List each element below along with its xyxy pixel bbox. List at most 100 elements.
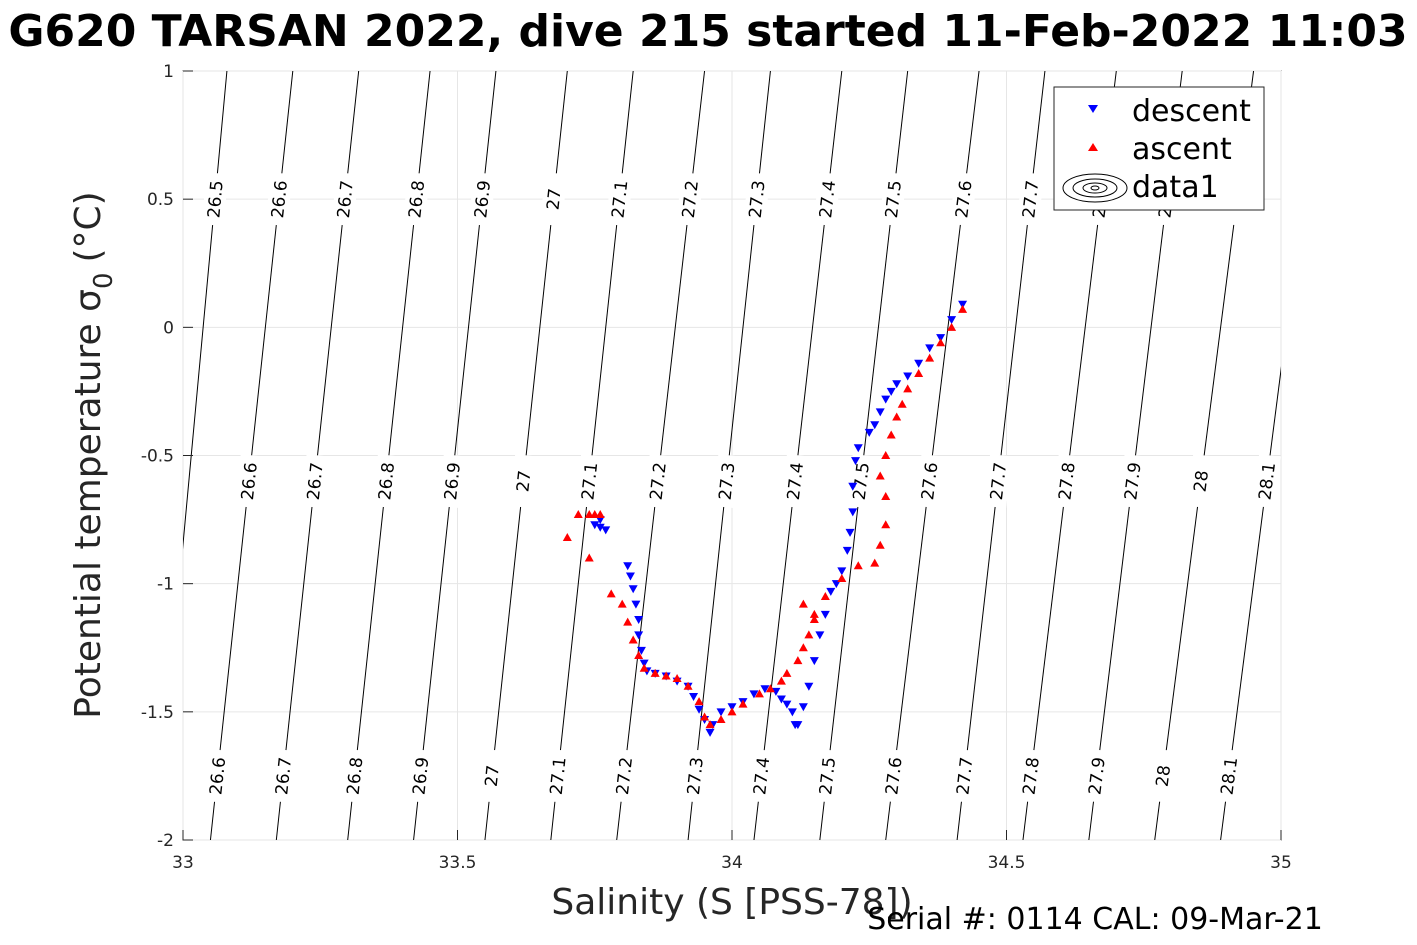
isopycnal-label-bg xyxy=(1214,748,1244,804)
x-axis-ticks: 33 33.5 34 34.5 35 xyxy=(172,830,1292,873)
ascent-point xyxy=(809,615,819,624)
ascent-point xyxy=(870,558,880,567)
descent-point xyxy=(623,562,633,571)
x-tick-label: 34 xyxy=(721,853,743,873)
isopycnal-label-bg xyxy=(269,748,297,803)
descent-point xyxy=(848,508,858,517)
isopycnal-label-group: 28.1 xyxy=(1214,748,1244,804)
descent-point xyxy=(782,700,792,709)
isopycnal-label: 27.8 xyxy=(1055,461,1079,501)
isopycnal-label-group: 28 xyxy=(1148,748,1178,804)
ascent-point xyxy=(958,304,968,313)
isopycnal-label: 26.6 xyxy=(238,461,262,501)
ascent-point xyxy=(727,707,737,716)
ascent-point xyxy=(936,338,946,347)
isopycnal-label-group: 27.5 xyxy=(879,172,907,227)
isopycnal-label-bg xyxy=(1148,748,1178,804)
isopycnal-label-group: 27.4 xyxy=(813,172,842,227)
isopycnal-label-bg xyxy=(539,172,568,227)
descent-point xyxy=(936,334,946,343)
ascent-point xyxy=(584,553,594,562)
isopycnal-label-bg xyxy=(915,453,944,509)
ascent-point xyxy=(881,520,891,529)
isopycnal-label: 26.8 xyxy=(344,756,368,796)
y-axis-ticks: -2 -1.5 -1 -0.5 0 0.5 1 xyxy=(141,62,193,851)
y-axis-label: Potential temperature σ xyxy=(68,289,109,719)
isopycnal-label-bg xyxy=(1016,172,1045,227)
ascent-point xyxy=(595,509,605,518)
descent-point xyxy=(634,631,644,640)
isopycnal-label-group: 26.8 xyxy=(372,454,400,509)
isopycnal-label-bg xyxy=(1118,453,1147,509)
isopycnal-label-group: 27.6 xyxy=(915,453,944,509)
isopycnal-label-bg xyxy=(712,454,741,509)
isopycnal-label-group: 27.6 xyxy=(949,172,978,227)
isopycnal-label-bg xyxy=(543,748,572,803)
ascent-point xyxy=(628,635,638,644)
isopycnal-label-bg xyxy=(468,172,496,227)
descent-point xyxy=(875,408,885,417)
ascent-point xyxy=(700,712,710,721)
isopycnal-label-bg xyxy=(265,172,293,227)
descent-point xyxy=(760,685,770,694)
isopycnal-label-bg xyxy=(879,748,908,804)
isopycnal-label-bg xyxy=(643,454,672,509)
isopycnal-label-group: 27.1 xyxy=(543,748,572,803)
serial-footer: Serial #: 0114 CAL: 09-Mar-21 xyxy=(867,902,1323,937)
ascent-point xyxy=(634,650,644,659)
isopycnal-label: 27.6 xyxy=(952,179,976,219)
ascent-point xyxy=(639,663,649,672)
isopycnal-label-bg xyxy=(846,454,875,509)
isopycnal-label: 27 xyxy=(543,187,565,211)
ascent-point xyxy=(793,656,803,665)
ascent-point xyxy=(705,720,715,729)
legend-descent-marker xyxy=(1088,105,1098,113)
isopycnal-label-group: 27.6 xyxy=(879,748,908,804)
descent-point xyxy=(845,528,855,537)
descent-point xyxy=(776,695,786,704)
descent-point xyxy=(851,457,861,466)
isopycnal-label: 27.9 xyxy=(1085,756,1109,796)
isopycnal-label-group: 27.3 xyxy=(742,172,771,227)
isopycnal-label-bg xyxy=(813,172,842,227)
ascent-point xyxy=(650,668,660,677)
isopycnal-label-bg xyxy=(203,748,232,803)
isopycnal-label-bg xyxy=(406,748,435,803)
descent-point xyxy=(864,428,874,437)
isopycnal-label: 26.9 xyxy=(409,756,433,796)
isopycnal-label-bg xyxy=(340,748,369,803)
descent-point xyxy=(870,421,880,430)
ascent-point xyxy=(573,509,583,518)
descent-point xyxy=(798,703,808,712)
isopycnal-label-group: 26.7 xyxy=(301,454,329,509)
y-axis-label-unit: (°C) xyxy=(68,191,109,262)
isopycnal-contours: 26.5 26.6 26.6 26.6 26.7 26.7 26.7 26.8 26.8 26.8… xyxy=(183,71,1281,840)
isopycnal-label: 27.7 xyxy=(1019,179,1043,219)
isopycnal-label-group: 27.1 xyxy=(575,454,603,509)
isopycnal-label-bg xyxy=(575,454,603,509)
descent-point xyxy=(848,482,858,491)
ascent-point xyxy=(881,492,891,501)
isopycnal-label-bg xyxy=(605,172,634,227)
isopycnal-label-bg xyxy=(235,454,263,509)
isopycnal-label-group: 26.6 xyxy=(265,172,293,227)
descent-point xyxy=(853,444,863,453)
isopycnal-label-group: 27.7 xyxy=(950,748,979,803)
legend: descent ascent data1 xyxy=(1053,86,1265,211)
ascent-point xyxy=(886,430,896,439)
ascent-point xyxy=(798,643,808,652)
isopycnal-label: 26.9 xyxy=(471,179,495,219)
isopycnal-label: 26.7 xyxy=(272,756,296,796)
isopycnal-label-group: 27.3 xyxy=(681,748,709,803)
isopycnal-label-bg xyxy=(813,748,842,803)
isopycnal-label-bg xyxy=(1252,453,1281,509)
isopycnal-label-group: 26.9 xyxy=(468,172,496,227)
isopycnal-label: 27.2 xyxy=(647,461,671,501)
ascent-point xyxy=(820,591,830,600)
ascent-point xyxy=(875,540,885,549)
ascent-point xyxy=(623,617,633,626)
isopycnal-label-bg xyxy=(301,454,329,509)
descent-point xyxy=(787,708,797,717)
isopycnal-label-bg xyxy=(676,172,704,227)
